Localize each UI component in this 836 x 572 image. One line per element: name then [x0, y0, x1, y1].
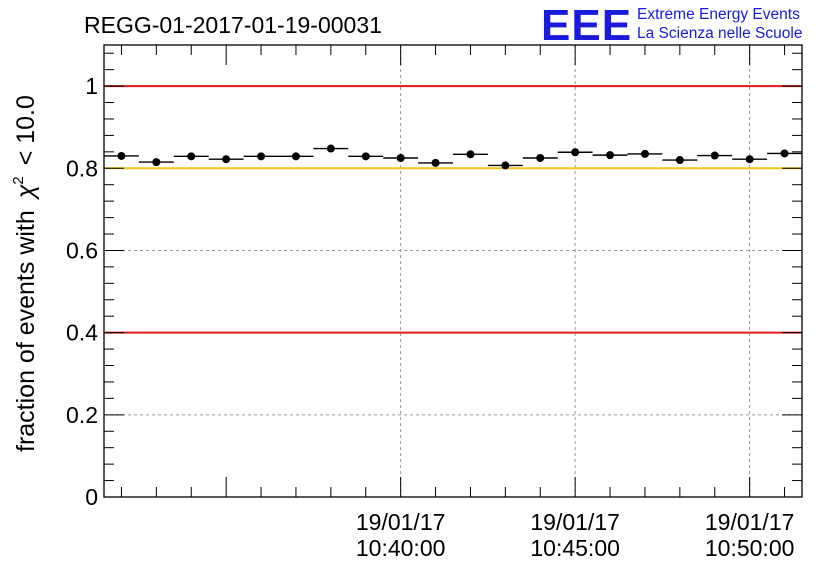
x-tick-label-time: 10:50:00 — [705, 535, 795, 561]
reference-lines — [104, 85, 802, 334]
axes — [103, 44, 803, 498]
data-point — [571, 148, 580, 157]
data-point — [745, 155, 754, 164]
data-point — [291, 152, 300, 161]
logo-letters: EEE — [541, 1, 632, 50]
data-point — [361, 152, 370, 161]
tick-labels: 00.20.40.60.8119/01/1710:40:0019/01/1710… — [66, 73, 795, 561]
data-point — [780, 149, 789, 158]
x-tick-label-date: 19/01/17 — [356, 509, 446, 535]
grid-lines — [104, 45, 802, 497]
data-point — [222, 155, 231, 164]
data-point — [152, 158, 161, 167]
data-point — [675, 156, 684, 165]
y-tick-label: 0.6 — [66, 237, 98, 263]
data-point — [187, 152, 196, 161]
data-point — [431, 158, 440, 167]
data-point — [117, 151, 126, 160]
x-tick-label-date: 19/01/17 — [705, 509, 795, 535]
data-point — [396, 154, 405, 162]
chart-title: REGG-01-2017-01-19-00031 — [84, 12, 382, 38]
data-point — [257, 152, 266, 161]
data-point — [710, 151, 719, 160]
data-points — [104, 144, 802, 170]
logo-line-2: La Scienza nelle Scuole — [637, 25, 802, 42]
y-tick-label: 0.4 — [66, 320, 98, 346]
x-tick-label-time: 10:45:00 — [530, 535, 620, 561]
y-tick-label: 0.8 — [66, 155, 98, 181]
logo-line-1: Extreme Energy Events — [637, 6, 800, 23]
y-axis-label-symbol: χ — [12, 184, 40, 200]
data-point — [501, 161, 510, 170]
eee-logo: EEE Extreme Energy Events La Scienza nel… — [541, 1, 802, 50]
data-point — [606, 151, 615, 160]
y-axis-label-exponent: 2 — [10, 176, 27, 184]
y-axis-label-prefix: fraction of events with — [12, 210, 40, 452]
y-axis-label-suffix: < 10.0 — [12, 95, 40, 165]
y-tick-label: 0 — [85, 484, 98, 510]
x-tick-label-time: 10:40:00 — [356, 535, 446, 561]
data-point — [640, 149, 649, 158]
data-point — [466, 150, 475, 159]
y-tick-label: 1 — [85, 73, 98, 99]
x-tick-label-date: 19/01/17 — [530, 509, 620, 535]
data-point — [536, 154, 545, 162]
y-tick-label: 0.2 — [66, 402, 98, 428]
data-point — [326, 144, 335, 153]
plot-frame — [103, 44, 803, 498]
y-axis-label: fraction of events with χ2 < 10.0 — [1, 95, 40, 452]
